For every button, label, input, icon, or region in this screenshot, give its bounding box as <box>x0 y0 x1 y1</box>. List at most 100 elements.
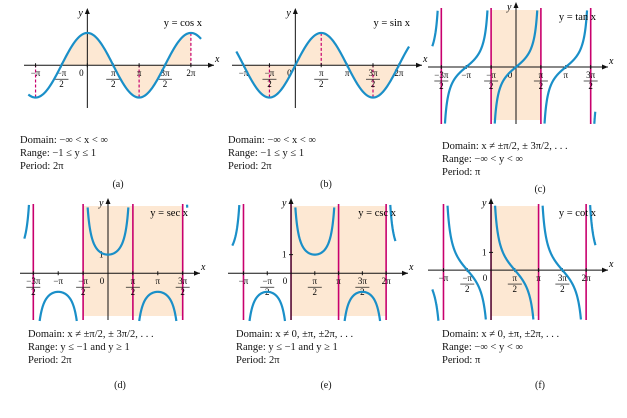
svg-text:2: 2 <box>513 284 518 294</box>
svg-text:−π: −π <box>78 276 88 286</box>
svg-text:−π: −π <box>31 68 41 78</box>
svg-text:2: 2 <box>31 287 36 297</box>
svg-text:2: 2 <box>163 79 168 89</box>
svg-text:π: π <box>137 68 142 78</box>
sin-info: Domain: −∞ < x < ∞ Range: −1 ≤ y ≤ 1 Per… <box>228 134 316 173</box>
chart-title: y = sec x <box>150 208 188 219</box>
x-tick-label: −π <box>31 68 41 78</box>
tan-range: Range: −∞ < y < ∞ <box>442 154 523 165</box>
svg-text:3π: 3π <box>368 68 378 78</box>
panel-cot: x y 1 −π −π 2 0 π 2 π 3π 2 2π y = cot x Domain: x ≠ 0… <box>428 198 627 400</box>
x-tick-label: 3π2 <box>175 276 190 297</box>
svg-text:2: 2 <box>371 79 376 89</box>
panel-sin: x y −π −π 2 0 π 2 π 3π 2 2π y = sin x Domain: −∞ < x… <box>228 6 428 206</box>
svg-text:−3π: −3π <box>26 276 41 286</box>
cot-range: Range: −∞ < y < ∞ <box>442 342 523 353</box>
x-axis-label: x <box>422 54 428 65</box>
y-axis-arrow <box>513 2 519 8</box>
x-axis-arrow <box>194 270 200 276</box>
x-axis-label: x <box>200 262 206 273</box>
x-tick-label: −π2 <box>262 68 277 89</box>
x-tick-label: −π2 <box>460 273 475 294</box>
x-tick-label: π <box>156 276 161 286</box>
x-tick-label: 2π <box>394 68 404 78</box>
svg-text:0: 0 <box>508 70 513 80</box>
y-tick-label: 1 <box>482 247 487 257</box>
svg-text:π: π <box>131 276 136 286</box>
curve-segment <box>589 204 597 246</box>
curve-segment <box>493 205 535 320</box>
curve-segment <box>343 290 382 322</box>
x-tick-label: 0 <box>287 68 292 78</box>
svg-text:2: 2 <box>560 284 565 294</box>
x-axis-label: x <box>608 259 614 270</box>
curve-segment <box>38 290 78 322</box>
x-tick-label: 0 <box>483 273 488 283</box>
x-tick-label: −π2 <box>76 276 91 297</box>
curve-segment <box>86 207 130 256</box>
y-axis-label: y <box>98 198 104 209</box>
y-tick-label: 1 <box>282 250 287 260</box>
svg-text:π: π <box>539 70 544 80</box>
svg-text:−π: −π <box>57 68 67 78</box>
x-axis-arrow <box>416 62 422 68</box>
svg-text:2: 2 <box>465 284 470 294</box>
svg-text:2π: 2π <box>382 276 392 286</box>
x-tick-label: −π <box>53 276 63 286</box>
svg-text:π: π <box>313 276 318 286</box>
tan-domain: Domain: x ≠ ±π/2, ± 3π/2, . . . <box>442 141 568 152</box>
curve-segment <box>593 111 597 124</box>
svg-text:−π: −π <box>265 68 275 78</box>
x-tick-label: −π2 <box>54 68 69 89</box>
svg-text:3π: 3π <box>160 68 170 78</box>
svg-text:−π: −π <box>486 70 496 80</box>
x-tick-label: π2 <box>106 68 121 89</box>
x-tick-label: 2π <box>186 68 196 78</box>
svg-text:0: 0 <box>79 68 84 78</box>
x-tick-label: π2 <box>307 276 322 297</box>
svg-text:2: 2 <box>439 81 444 91</box>
svg-text:3π: 3π <box>358 276 368 286</box>
svg-text:3π: 3π <box>586 70 596 80</box>
x-tick-label: 2π <box>582 273 592 283</box>
cot-period: Period: π <box>442 355 481 366</box>
x-tick-label: −π2 <box>484 70 499 91</box>
y-axis-arrow <box>292 8 298 14</box>
x-tick-label: π2 <box>125 276 140 297</box>
svg-text:−π: −π <box>262 276 272 286</box>
cos-range: Range: −1 ≤ y ≤ 1 <box>20 148 97 159</box>
y-axis-arrow <box>488 198 494 204</box>
curve-segment <box>231 204 241 247</box>
svg-text:2π: 2π <box>582 273 592 283</box>
y-axis-label: y <box>77 8 83 19</box>
svg-text:π: π <box>513 273 518 283</box>
svg-text:−π: −π <box>239 68 249 78</box>
x-tick-label: π2 <box>507 273 522 294</box>
y-tick-label: 1 <box>99 250 104 260</box>
svg-text:2: 2 <box>313 287 318 297</box>
y-axis-label: y <box>481 198 487 209</box>
x-tick-label: 0 <box>508 70 513 80</box>
x-tick-label: π <box>564 70 569 80</box>
tan-period: Period: π <box>442 167 481 178</box>
x-tick-label: π <box>336 276 341 286</box>
svg-text:2: 2 <box>111 79 116 89</box>
chart-title: y = cot x <box>559 208 597 219</box>
x-tick-label: 3π2 <box>158 68 173 89</box>
sec-period: Period: 2π <box>28 355 72 366</box>
panel-sec: x y 1 −3π 2 −π −π 2 0 π 2 π 3π 2 y = sec x Domain: x ≠… <box>20 198 220 400</box>
curve-segment <box>493 10 539 124</box>
svg-text:π: π <box>536 273 541 283</box>
sin-range: Range: −1 ≤ y ≤ 1 <box>228 148 305 159</box>
svg-text:−π: −π <box>439 273 449 283</box>
curve-segment <box>543 10 589 124</box>
chart-title: y = sin x <box>373 18 410 29</box>
y-axis-label: y <box>281 198 287 209</box>
x-tick-label: 0 <box>283 276 288 286</box>
svg-text:0: 0 <box>283 276 288 286</box>
chart-title: y = cos x <box>164 18 203 29</box>
